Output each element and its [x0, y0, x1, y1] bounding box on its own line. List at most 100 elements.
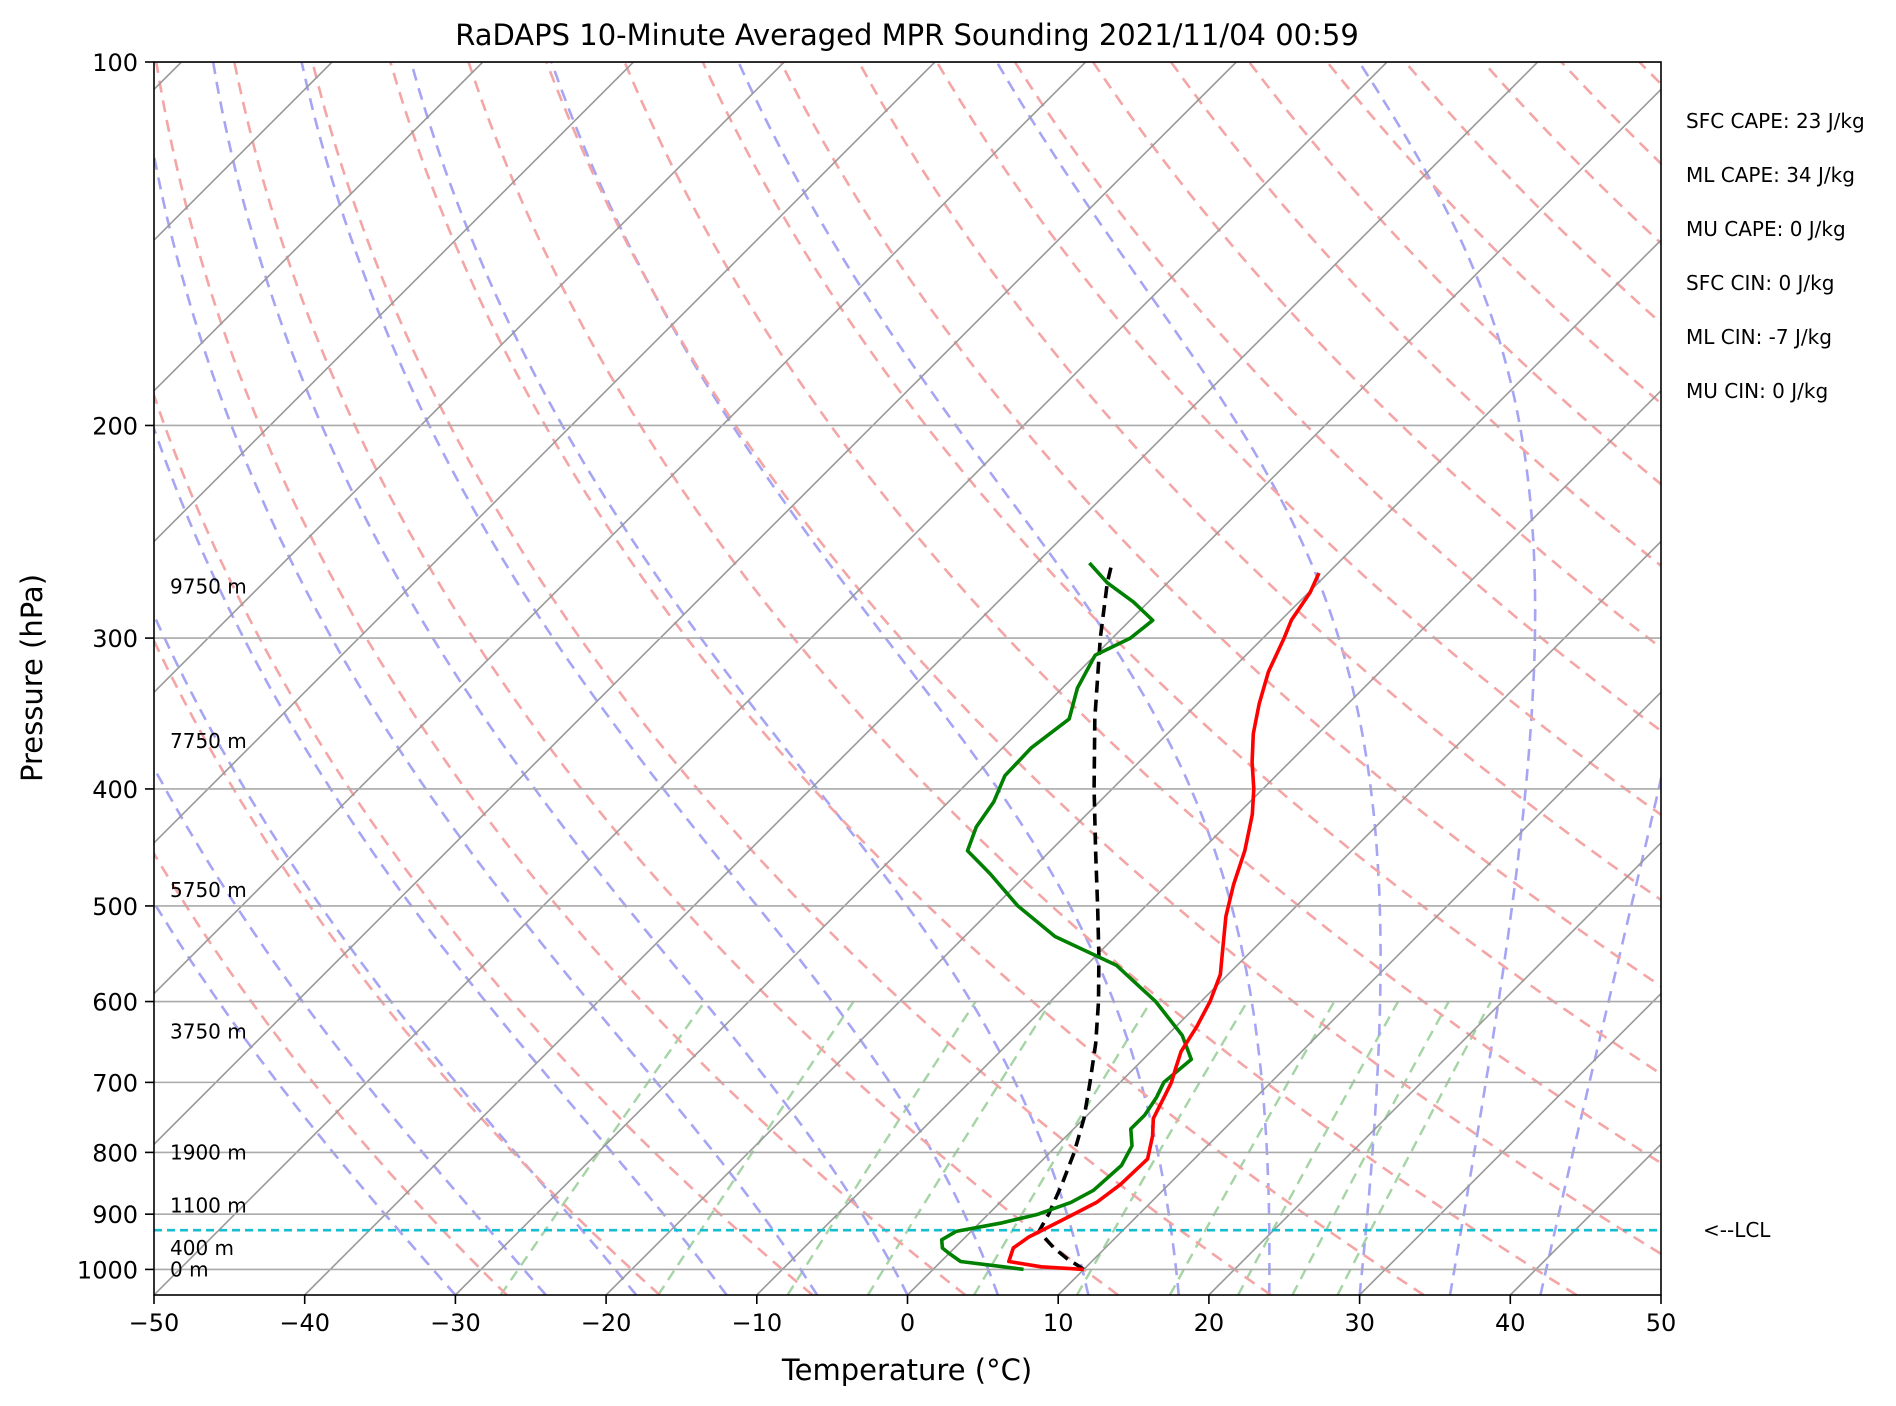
stability-index: SFC CAPE: 23 J/kg: [1686, 109, 1865, 133]
height-label: 7750 m: [170, 729, 247, 753]
moist-adiabat--6: [154, 148, 819, 1295]
mixing-ratio-line-5: [1075, 1000, 1249, 1295]
height-label: 1900 m: [170, 1140, 247, 1164]
y-tick-label: 500: [92, 893, 138, 921]
isotherm--20: [605, 238, 1661, 1295]
isotherms: [154, 62, 1661, 1295]
dewpoint-profile: [939, 561, 1194, 1272]
parcel-profile: [1037, 562, 1114, 1271]
moist-adiabats: [154, 62, 1661, 1295]
y-tick-label: 800: [92, 1139, 138, 1167]
x-tick-label: −40: [279, 1309, 330, 1337]
lcl-label: <--LCL: [1703, 1218, 1771, 1242]
stability-index: ML CIN: -7 J/kg: [1686, 325, 1832, 349]
dry-adiabat-110: [1013, 62, 1661, 733]
x-axis-label: Temperature (°C): [781, 1353, 1032, 1387]
height-label: 9750 m: [170, 575, 247, 599]
mixing-ratio-line-7: [1237, 1001, 1400, 1295]
x-tick-label: −30: [430, 1309, 481, 1337]
x-tick-label: 50: [1646, 1309, 1677, 1337]
y-tick-label: 400: [92, 776, 138, 804]
mixing-ratio-line-3: [866, 1000, 1053, 1295]
x-tick-label: 0: [900, 1309, 915, 1337]
dry-adiabat-200: [1717, 62, 1896, 1295]
isotherm--40: [304, 62, 1539, 1295]
dry-adiabat-130: [1169, 62, 1661, 568]
stability-index: MU CAPE: 0 J/kg: [1686, 217, 1846, 241]
height-label: 1100 m: [170, 1193, 247, 1217]
dry-adiabat-60: [623, 62, 1661, 1165]
isobars: [154, 62, 1661, 1271]
moist-adiabat--30: [154, 900, 457, 1295]
isotherm--60: [154, 62, 1237, 1146]
moist-adiabat-0: [211, 62, 909, 1295]
x-axis-ticks: −50 −40 −30 −20 −10 0 10 20 30 40 50: [129, 1295, 1677, 1337]
chart-title: RaDAPS 10-Minute Averaged MPR Sounding 2…: [455, 18, 1359, 52]
y-tick-label: 200: [92, 412, 138, 440]
moist-adiabat-36: [1358, 62, 1537, 1295]
y-tick-label: 700: [92, 1069, 138, 1097]
mixing-ratio-line-4: [973, 1000, 1152, 1295]
moist-adiabat-6: [300, 62, 1000, 1295]
y-tick-label: 900: [92, 1201, 138, 1229]
plot-area: [154, 62, 1896, 1295]
mixing-ratio-line-9: [1336, 1001, 1492, 1295]
stability-index: MU CIN: 0 J/kg: [1686, 379, 1828, 403]
height-label: 5750 m: [170, 878, 247, 902]
moist-adiabat--24: [154, 765, 547, 1295]
dry-adiabat-30: [389, 62, 1425, 1295]
x-tick-label: 20: [1194, 1309, 1225, 1337]
x-tick-label: 10: [1043, 1309, 1074, 1337]
height-label: 400 m: [170, 1236, 234, 1260]
sounding-profiles: [939, 561, 1321, 1272]
isotherm-20: [1208, 841, 1661, 1295]
isotherm--30: [454, 88, 1661, 1295]
y-tick-label: 100: [92, 49, 138, 77]
mixing-ratio-line-8: [1291, 1001, 1450, 1295]
moist-adiabat-24: [737, 62, 1271, 1295]
y-axis-label: Pressure (hPa): [15, 574, 49, 782]
dry-adiabat-40: [467, 62, 1578, 1295]
dry-adiabat-190: [1638, 62, 1661, 86]
stability-indices: SFC CAPE: 23 J/kg ML CAPE: 34 J/kg MU CAPE…: [1686, 109, 1865, 403]
isotherm--110: [154, 62, 484, 392]
dry-adiabat--10: [154, 391, 814, 1295]
moist-adiabat-42: [1539, 772, 1661, 1295]
isotherm-0: [906, 540, 1661, 1295]
isotherm-10: [1057, 691, 1661, 1295]
isotherm--70: [154, 62, 1087, 995]
dry-adiabat-50: [545, 62, 1661, 1256]
x-tick-label: −50: [129, 1309, 180, 1337]
x-tick-label: 30: [1344, 1309, 1375, 1337]
isotherm-30: [1359, 992, 1661, 1295]
isotherm-50: [1660, 1293, 1661, 1295]
x-tick-label: −20: [581, 1309, 632, 1337]
height-label: 0 m: [170, 1257, 209, 1281]
stability-index: ML CAPE: 34 J/kg: [1686, 163, 1855, 187]
dry-adiabat-20: [311, 62, 1272, 1295]
moist-adiabat-18: [550, 62, 1181, 1295]
dry-adiabat-10: [233, 62, 1119, 1295]
dry-adiabat-80: [779, 62, 1661, 988]
plot-background: [154, 62, 1661, 1295]
x-tick-label: −10: [731, 1309, 782, 1337]
moist-adiabat-12: [409, 62, 1090, 1295]
dry-adiabat-140: [1248, 62, 1661, 486]
moist-adiabat--12: [154, 424, 728, 1295]
isotherm--90: [154, 62, 785, 694]
isotherm--50: [154, 62, 1388, 1295]
y-axis-ticks: 100 200 300 400 500 600 700 800 900 1000: [77, 49, 154, 1284]
mixing-ratio-line-0: [499, 1000, 706, 1295]
dry-adiabat-100: [935, 62, 1661, 817]
moist-adiabat-30: [995, 62, 1382, 1295]
isotherm--10: [756, 389, 1661, 1295]
mixing-ratio-lines: [499, 1000, 1492, 1295]
y-tick-label: 600: [92, 989, 138, 1017]
temperature-profile: [1007, 572, 1321, 1272]
isotherm--80: [154, 62, 936, 845]
dry-adiabat--20: [154, 637, 661, 1295]
stability-index: SFC CIN: 0 J/kg: [1686, 271, 1834, 295]
isotherm--100: [154, 62, 635, 543]
